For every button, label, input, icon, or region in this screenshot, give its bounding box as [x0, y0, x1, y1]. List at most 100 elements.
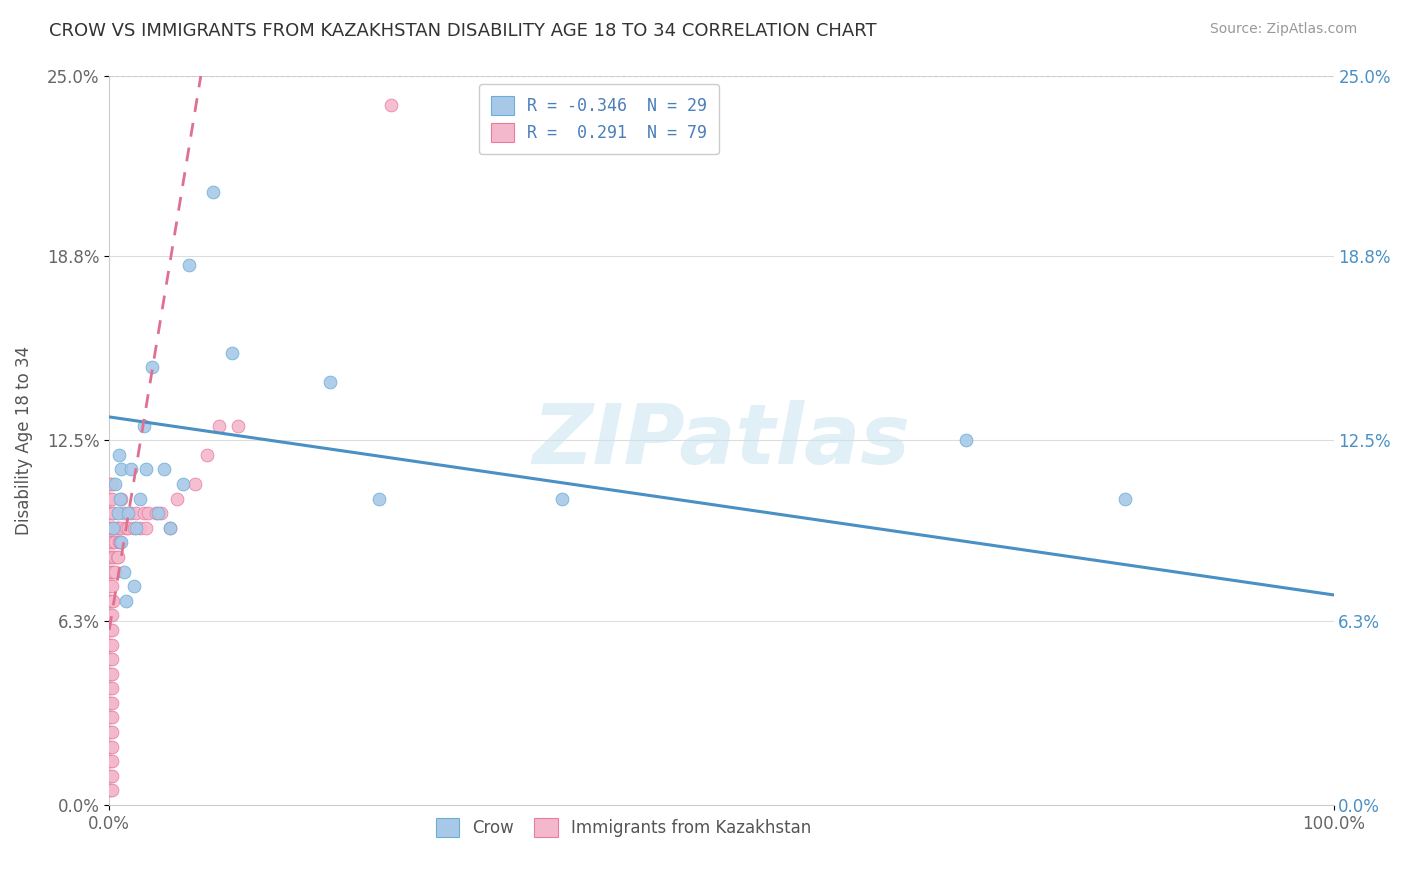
Point — [100, 521, 122, 535]
Text: CROW VS IMMIGRANTS FROM KAZAKHSTAN DISABILITY AGE 18 TO 34 CORRELATION CHART: CROW VS IMMIGRANTS FROM KAZAKHSTAN DISAB… — [49, 22, 877, 40]
Point — [149, 506, 172, 520]
Point — [100, 681, 122, 696]
Y-axis label: Disability Age 18 to 34: Disability Age 18 to 34 — [15, 346, 32, 535]
Point — [104, 565, 127, 579]
Point — [100, 477, 122, 491]
Point — [551, 491, 574, 506]
Point — [100, 491, 122, 506]
Point — [100, 638, 122, 652]
Point — [115, 593, 138, 607]
Point — [141, 360, 163, 375]
Point — [105, 521, 128, 535]
Point — [148, 506, 170, 520]
Point — [172, 477, 194, 491]
Point — [318, 375, 340, 389]
Point — [112, 506, 135, 520]
Point — [100, 754, 122, 768]
Point — [100, 579, 122, 593]
Point — [128, 521, 150, 535]
Point — [101, 521, 124, 535]
Point — [120, 462, 142, 476]
Point — [100, 535, 122, 549]
Point — [120, 506, 142, 520]
Text: Source: ZipAtlas.com: Source: ZipAtlas.com — [1209, 22, 1357, 37]
Point — [100, 608, 122, 623]
Point — [115, 521, 138, 535]
Point — [1114, 491, 1136, 506]
Point — [125, 506, 148, 520]
Point — [101, 535, 124, 549]
Point — [100, 608, 122, 623]
Point — [100, 579, 122, 593]
Point — [100, 696, 122, 710]
Point — [100, 652, 122, 666]
Point — [100, 549, 122, 564]
Point — [202, 186, 225, 200]
Point — [103, 521, 125, 535]
Point — [100, 623, 122, 637]
Point — [208, 418, 231, 433]
Point — [100, 769, 122, 783]
Point — [101, 593, 124, 607]
Point — [100, 696, 122, 710]
Point — [110, 491, 132, 506]
Point — [108, 448, 131, 462]
Point — [104, 477, 127, 491]
Point — [128, 491, 150, 506]
Point — [184, 477, 207, 491]
Legend: Crow, Immigrants from Kazakhstan: Crow, Immigrants from Kazakhstan — [429, 812, 818, 844]
Point — [145, 506, 167, 520]
Point — [101, 506, 124, 520]
Point — [107, 549, 129, 564]
Point — [100, 710, 122, 724]
Point — [132, 418, 155, 433]
Point — [132, 506, 155, 520]
Point — [104, 535, 127, 549]
Point — [100, 652, 122, 666]
Point — [103, 549, 125, 564]
Point — [195, 448, 218, 462]
Point — [166, 491, 188, 506]
Point — [110, 535, 132, 549]
Point — [100, 521, 122, 535]
Point — [100, 739, 122, 754]
Point — [100, 783, 122, 797]
Point — [122, 521, 145, 535]
Point — [100, 491, 122, 506]
Point — [122, 579, 145, 593]
Point — [100, 710, 122, 724]
Point — [138, 506, 160, 520]
Point — [221, 345, 243, 359]
Point — [112, 565, 135, 579]
Point — [100, 593, 122, 607]
Point — [107, 521, 129, 535]
Point — [107, 506, 129, 520]
Point — [100, 783, 122, 797]
Point — [125, 521, 148, 535]
Point — [100, 638, 122, 652]
Point — [153, 462, 176, 476]
Point — [100, 666, 122, 681]
Point — [135, 521, 157, 535]
Point — [100, 565, 122, 579]
Point — [100, 593, 122, 607]
Point — [100, 769, 122, 783]
Point — [100, 506, 122, 520]
Point — [226, 418, 249, 433]
Point — [100, 477, 122, 491]
Point — [100, 725, 122, 739]
Point — [177, 258, 200, 272]
Point — [100, 623, 122, 637]
Point — [135, 462, 157, 476]
Point — [100, 666, 122, 681]
Point — [105, 549, 128, 564]
Point — [159, 521, 181, 535]
Point — [100, 754, 122, 768]
Point — [100, 725, 122, 739]
Point — [100, 565, 122, 579]
Point — [159, 521, 181, 535]
Point — [110, 491, 132, 506]
Point — [108, 535, 131, 549]
Point — [110, 462, 132, 476]
Point — [367, 491, 389, 506]
